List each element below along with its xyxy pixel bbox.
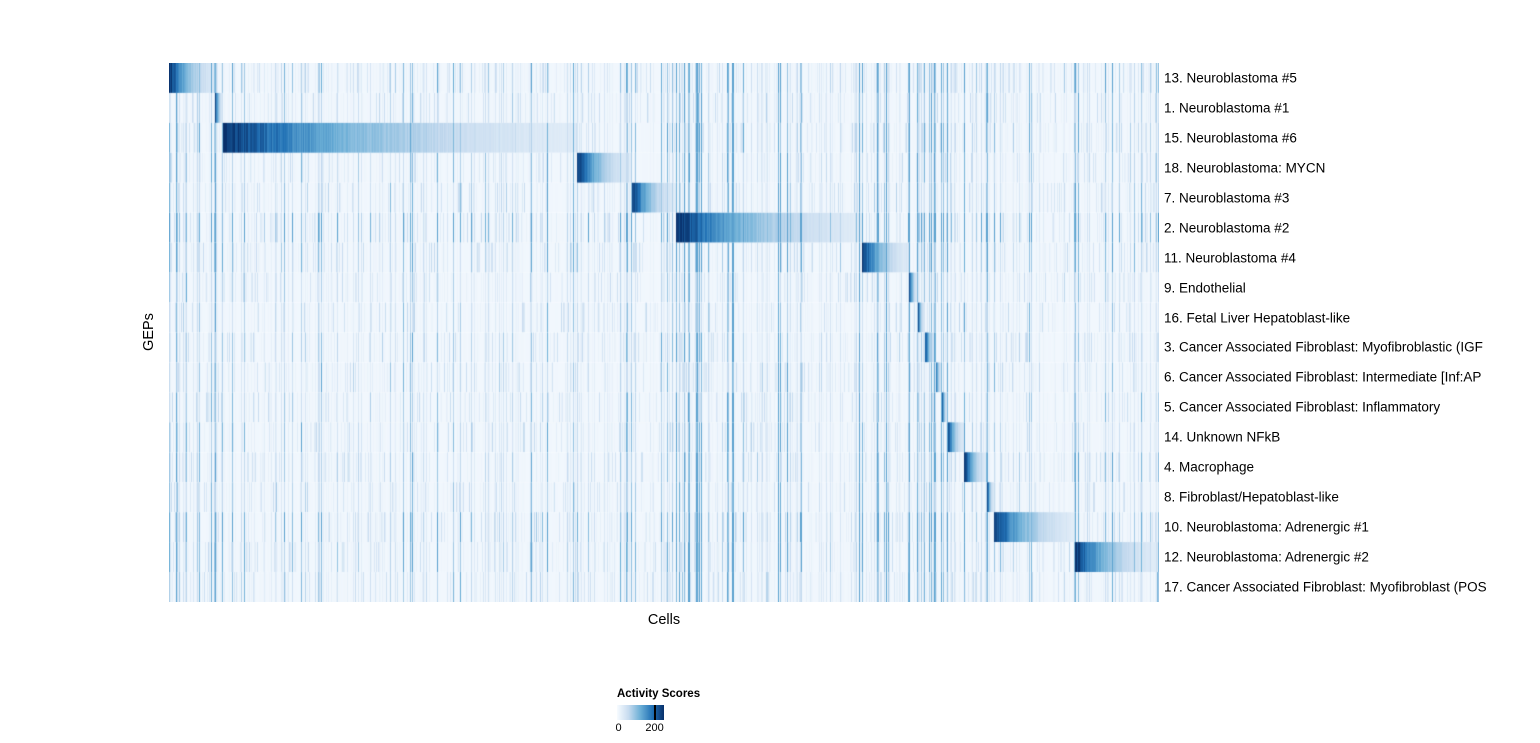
legend-colorbar xyxy=(617,705,664,720)
legend-tick-min-label: 0 xyxy=(615,722,622,734)
row-labels: 13. Neuroblastoma #5 1. Neuroblastoma #1 1… xyxy=(1164,63,1540,602)
legend: Activity Scores 0 200 xyxy=(615,688,727,735)
row-label: 15. Neuroblastoma #6 xyxy=(1164,130,1297,146)
row-label: 10. Neuroblastoma: Adrenergic #1 xyxy=(1164,519,1369,535)
row-label: 6. Cancer Associated Fibroblast: Interme… xyxy=(1164,369,1482,385)
row-label: 5. Cancer Associated Fibroblast: Inflamm… xyxy=(1164,399,1441,415)
row-label: 3. Cancer Associated Fibroblast: Myofibr… xyxy=(1164,339,1483,355)
heatmap-canvas xyxy=(169,63,1159,602)
row-label: 18. Neuroblastoma: MYCN xyxy=(1164,160,1326,176)
row-label: 11. Neuroblastoma #4 xyxy=(1164,250,1296,266)
legend-ticks: 0 200 xyxy=(615,722,697,735)
row-label: 7. Neuroblastoma #3 xyxy=(1164,190,1290,206)
row-label: 16. Fetal Liver Hepatoblast-like xyxy=(1164,310,1351,326)
row-label: 8. Fibroblast/Hepatoblast-like xyxy=(1164,489,1339,505)
row-label: 2. Neuroblastoma #2 xyxy=(1164,220,1290,236)
row-label: 9. Endothelial xyxy=(1164,280,1246,296)
legend-tick-max-label: 200 xyxy=(645,722,664,734)
row-label: 13. Neuroblastoma #5 xyxy=(1164,70,1297,86)
legend-tick-mark xyxy=(653,705,656,720)
row-label: 1. Neuroblastoma #1 xyxy=(1164,100,1290,116)
row-label: 12. Neuroblastoma: Adrenergic #2 xyxy=(1164,549,1369,565)
row-label: 14. Unknown NFkB xyxy=(1164,429,1281,445)
legend-title: Activity Scores xyxy=(617,688,701,700)
row-label: 4. Macrophage xyxy=(1164,459,1255,475)
row-label: 17. Cancer Associated Fibroblast: Myofib… xyxy=(1164,579,1487,595)
y-axis-label: GEPs xyxy=(141,313,157,351)
x-axis-label: Cells xyxy=(647,612,681,628)
